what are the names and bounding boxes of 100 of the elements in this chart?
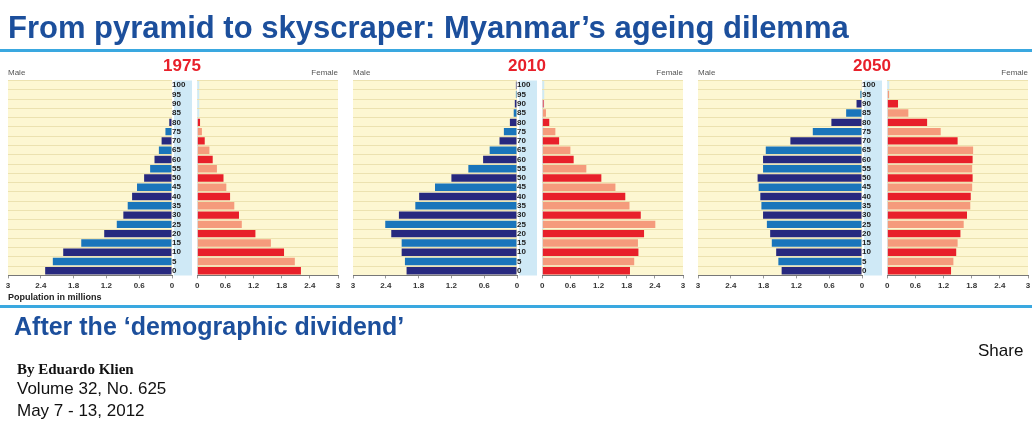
bar xyxy=(887,192,971,201)
x-tick-label: 1.8 xyxy=(621,281,633,291)
bar xyxy=(197,192,231,201)
x-tick-label: 1.8 xyxy=(68,281,80,291)
bar xyxy=(887,220,964,229)
y-tick-label: 30 xyxy=(172,210,182,220)
y-tick-label: 100 xyxy=(862,80,876,90)
bar xyxy=(406,267,517,275)
chart-subtitle: Female xyxy=(311,68,339,77)
bar xyxy=(499,137,517,145)
y-tick-label: 25 xyxy=(517,219,527,229)
bar xyxy=(542,109,546,117)
bar xyxy=(542,165,587,173)
x-tick-label: 0.6 xyxy=(478,281,491,291)
bar xyxy=(197,183,227,191)
x-tick-label: 2.4 xyxy=(380,281,392,291)
bar xyxy=(542,202,630,210)
y-tick-label: 55 xyxy=(862,163,872,173)
y-tick-label: 0 xyxy=(517,265,522,275)
bar xyxy=(542,211,641,219)
bar xyxy=(887,146,974,154)
text: After the ‘demographic dividend’ xyxy=(14,312,405,341)
bar xyxy=(197,146,210,154)
bar xyxy=(451,174,517,182)
y-tick-label: 50 xyxy=(172,173,182,183)
x-tick-label: 0 xyxy=(885,281,890,291)
y-tick-label: 15 xyxy=(862,238,872,248)
bar xyxy=(778,257,862,266)
bar xyxy=(398,211,517,219)
x-tick-label: 3 xyxy=(680,281,686,291)
y-tick-label: 20 xyxy=(862,228,872,238)
y-tick-label: 25 xyxy=(862,219,872,229)
text: By Eduardo Klien xyxy=(17,361,134,378)
y-tick-label: 85 xyxy=(517,108,527,118)
x-tick-label: 1.8 xyxy=(966,281,978,291)
bar xyxy=(763,211,862,219)
bar xyxy=(887,239,958,247)
y-tick-label: 75 xyxy=(862,126,872,136)
bar xyxy=(760,192,862,201)
bar xyxy=(542,239,638,247)
bar xyxy=(401,239,517,247)
y-tick-label: 35 xyxy=(172,201,182,211)
bar xyxy=(401,248,517,256)
x-tick-label: 3 xyxy=(5,281,11,291)
bar xyxy=(887,202,971,210)
y-tick-label: 90 xyxy=(517,98,527,108)
y-tick-label: 35 xyxy=(517,201,527,211)
bar xyxy=(154,155,172,164)
bar xyxy=(509,118,517,127)
bar xyxy=(468,165,517,173)
bar xyxy=(846,109,862,117)
bar xyxy=(856,100,862,108)
y-tick-label: 20 xyxy=(172,228,182,238)
bar xyxy=(887,267,952,275)
y-tick-label: 40 xyxy=(172,191,182,201)
bar xyxy=(887,183,973,191)
bar xyxy=(542,248,639,256)
y-tick-label: 40 xyxy=(862,191,872,201)
y-tick-label: 0 xyxy=(862,265,867,275)
chart-title: 2010 xyxy=(508,56,546,76)
y-tick-label: 70 xyxy=(517,136,527,146)
bar xyxy=(391,229,517,238)
bar xyxy=(158,146,172,154)
x-tick-label: 1.8 xyxy=(758,281,770,291)
text: From pyramid to skyscraper: Myanmar’s ageing dilemma xyxy=(8,10,849,46)
x-tick-label: 3 xyxy=(335,281,341,291)
y-tick-label: 45 xyxy=(517,182,527,192)
bar xyxy=(45,267,172,275)
y-tick-label: 20 xyxy=(517,228,527,238)
y-tick-label: 50 xyxy=(517,173,527,183)
bar xyxy=(542,137,560,145)
bar xyxy=(63,248,172,256)
bar xyxy=(887,229,961,238)
bar xyxy=(52,257,172,266)
y-tick-label: 55 xyxy=(172,163,182,173)
bar xyxy=(419,192,517,201)
bar xyxy=(831,118,862,127)
bar xyxy=(513,109,517,117)
bar xyxy=(887,155,973,164)
bar xyxy=(766,220,862,229)
y-tick-label: 100 xyxy=(172,80,186,90)
bar xyxy=(197,137,205,145)
y-tick-label: 0 xyxy=(172,265,177,275)
bar xyxy=(770,229,862,238)
bar xyxy=(137,183,172,191)
y-tick-label: 5 xyxy=(172,256,177,266)
bar xyxy=(887,137,958,145)
bar xyxy=(887,100,899,108)
y-tick-label: 65 xyxy=(517,145,527,155)
bar xyxy=(887,165,973,173)
bar xyxy=(404,257,517,266)
chart-title: 2050 xyxy=(853,56,891,76)
y-tick-label: 50 xyxy=(862,173,872,183)
bar xyxy=(161,137,172,145)
x-axis-title: Population in millions xyxy=(8,292,102,302)
y-tick-label: 30 xyxy=(862,210,872,220)
y-tick-label: 90 xyxy=(862,98,872,108)
bar xyxy=(542,192,626,201)
y-tick-label: 15 xyxy=(517,238,527,248)
bar xyxy=(81,239,172,247)
